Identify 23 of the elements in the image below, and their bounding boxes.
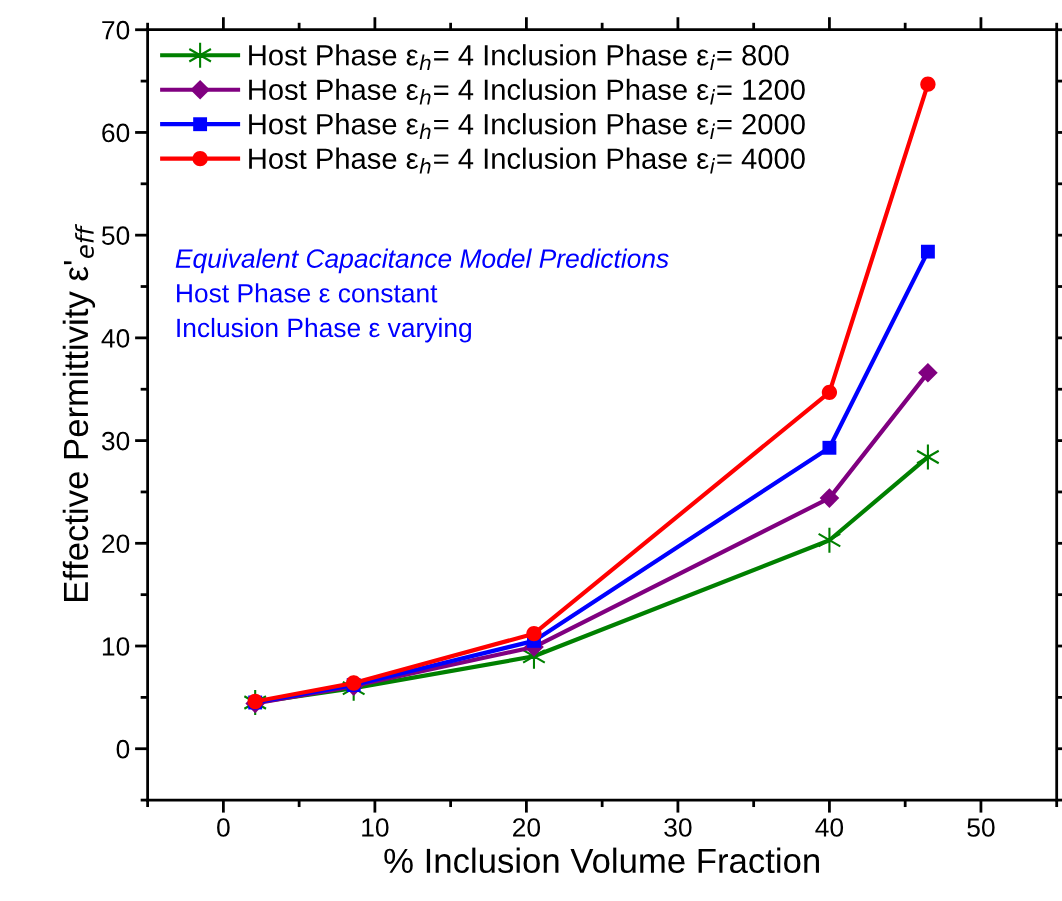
y-tick-label: 40 <box>101 329 130 348</box>
y-tick-label: 70 <box>102 20 130 40</box>
x-axis-title: % Inclusion Volume Fraction <box>384 847 819 874</box>
annotation: Inclusion Phase ε varying <box>177 317 471 343</box>
x-tick-label: 30 <box>664 818 692 837</box>
legend-label: Host Phase ε$_{h}$= 4 Inclusion Phase ε$_{i}$= 1200 <box>249 78 805 105</box>
x-tick-label: 50 <box>967 818 995 837</box>
x-tick-label: 10 <box>362 818 389 837</box>
y-tick-label: 30 <box>101 431 130 451</box>
x-tick-label: 20 <box>513 818 541 837</box>
y-tick-label: 0 <box>116 739 130 759</box>
legend-label: Host Phase ε$_{h}$= 4 Inclusion Phase ε$_{i}$= 800 <box>249 44 789 71</box>
y-tick-label: 20 <box>102 534 130 554</box>
y-axis-title: Effective Permittivity ε'$_{eff}$ <box>62 224 96 601</box>
y-tick-label: 60 <box>102 123 130 143</box>
y-tick-label: 50 <box>101 226 130 245</box>
y-tick-label: 10 <box>102 637 130 656</box>
legend-label: Host Phase ε$_{h}$= 4 Inclusion Phase ε$_{i}$= 4000 <box>249 147 805 174</box>
annotation: Equivalent Capacitance Model Predictions <box>175 248 669 274</box>
annotation: Host Phase ε constant <box>177 283 438 303</box>
x-tick-label: 40 <box>815 818 844 837</box>
legend-label: Host Phase ε$_{h}$= 4 Inclusion Phase ε$_{i}$= 2000 <box>249 113 805 140</box>
x-tick-label: 0 <box>217 818 230 837</box>
